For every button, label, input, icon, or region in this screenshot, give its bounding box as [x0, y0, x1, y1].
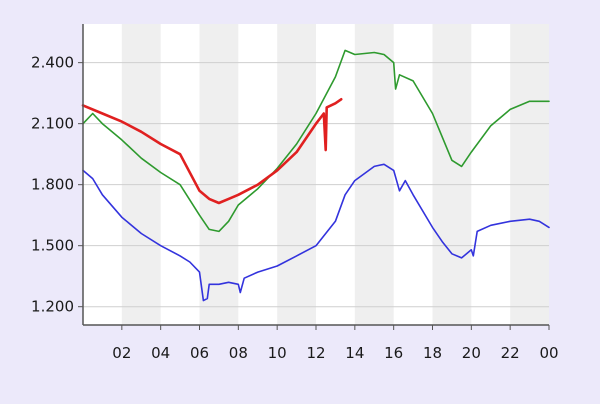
- plot-band: [277, 24, 316, 325]
- y-tick-label: 2.100: [31, 115, 74, 133]
- series-line-2: [82, 163, 550, 302]
- series-line-1: [82, 49, 550, 233]
- x-tick-label: 18: [423, 344, 442, 362]
- x-tick-label: 14: [345, 344, 364, 362]
- x-tick-label: 02: [112, 344, 131, 362]
- plot-band: [121, 24, 161, 325]
- x-tick-label: 00: [539, 344, 558, 362]
- x-tick-label: 22: [501, 344, 520, 362]
- x-tick-label: 16: [384, 344, 403, 362]
- y-tick-label: 2.400: [31, 54, 74, 72]
- y-tick-label: 1.500: [31, 237, 74, 255]
- series-layer: [81, 49, 550, 302]
- x-tick-label: 04: [151, 344, 170, 362]
- x-tick-label: 08: [229, 344, 248, 362]
- y-axis-labels: 1.200 1.500 1.800 2.100 2.400: [31, 54, 74, 316]
- plot-band: [199, 24, 239, 325]
- plot-band: [510, 24, 549, 325]
- y-tick-label: 1.800: [31, 176, 74, 194]
- plot-band: [432, 24, 472, 325]
- plot-band: [354, 24, 394, 325]
- x-tick-label: 06: [190, 344, 209, 362]
- x-tick-label: 12: [306, 344, 325, 362]
- axis-ticks: [78, 62, 550, 330]
- y-tick-label: 1.200: [31, 298, 74, 316]
- x-tick-label: 20: [462, 344, 481, 362]
- plot-bands: [121, 24, 549, 325]
- x-tick-label: 10: [268, 344, 287, 362]
- x-axis-labels: 02 04 06 08 10 12 14 16 18 20 22 00: [112, 344, 558, 362]
- series-line-0: [81, 98, 343, 205]
